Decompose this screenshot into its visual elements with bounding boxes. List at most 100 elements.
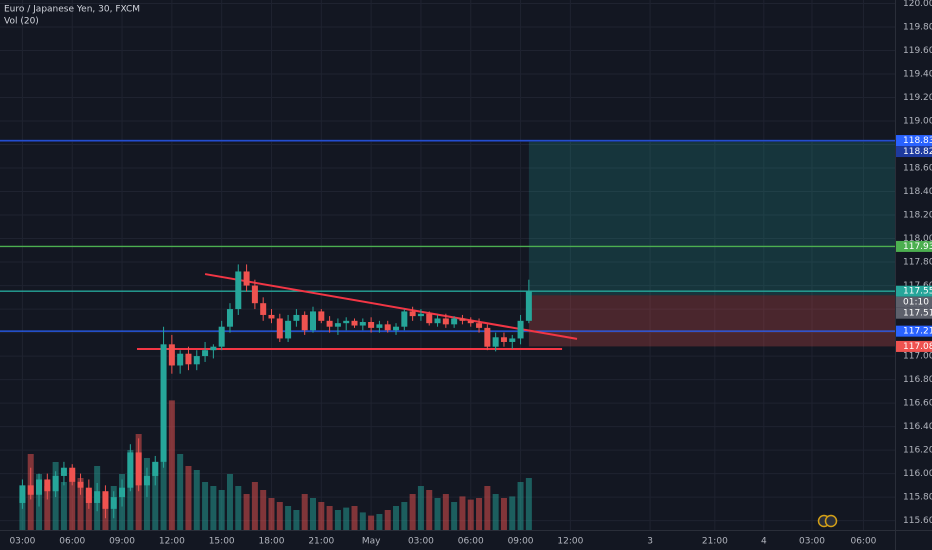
- volume-bar: [260, 490, 267, 530]
- candle-body: [260, 303, 267, 315]
- volume-bar: [517, 482, 524, 530]
- volume-bar: [484, 486, 491, 530]
- volume-bar: [409, 494, 416, 530]
- y-tick-label: 116.000: [903, 469, 932, 479]
- x-tick-label: 06:00: [59, 537, 85, 547]
- x-tick-label: 21:00: [308, 537, 334, 547]
- candle-body: [135, 452, 142, 486]
- price-tag-label: 117.212: [903, 327, 932, 337]
- candle-body: [27, 485, 34, 495]
- candle-body: [110, 497, 117, 509]
- volume-bar: [210, 486, 217, 530]
- volume-bar: [69, 470, 76, 530]
- y-tick-label: 116.200: [903, 446, 932, 456]
- volume-bar: [492, 494, 499, 530]
- candle-body: [143, 475, 150, 486]
- candle-body: [36, 479, 43, 495]
- volume-bar: [310, 498, 317, 530]
- candle-body: [525, 291, 532, 321]
- candle-body: [235, 271, 242, 310]
- candle-body: [85, 487, 92, 503]
- volume-legend: Vol (20): [4, 17, 39, 27]
- volume-bar: [235, 486, 242, 530]
- candle-body: [202, 350, 209, 357]
- price-tag-label: 118.834: [903, 136, 932, 146]
- price-tag: [896, 307, 932, 319]
- volume-bar: [152, 462, 159, 530]
- candle-layer: [19, 264, 532, 519]
- candle-body: [293, 314, 300, 321]
- volume-bar: [193, 470, 200, 530]
- price-tag: [896, 325, 932, 337]
- volume-bar: [19, 498, 26, 530]
- candle-body: [310, 311, 317, 331]
- volume-bar: [525, 478, 532, 530]
- volume-bar: [168, 400, 175, 530]
- candle-body: [119, 487, 126, 498]
- volume-bar: [359, 512, 366, 530]
- lines-layer: [0, 139, 895, 351]
- candle-body: [301, 314, 308, 331]
- candle-body: [152, 461, 159, 476]
- position-layer: [528, 140, 895, 347]
- volume-bar: [476, 498, 483, 530]
- volume-bar: [60, 482, 67, 530]
- y-tick-label: 118.400: [903, 187, 932, 197]
- candle-body: [52, 475, 59, 492]
- volume-bar: [301, 494, 308, 530]
- price-tag: [896, 240, 932, 252]
- volume-bar: [384, 510, 391, 530]
- volume-bar: [368, 515, 375, 530]
- volume-bar: [243, 494, 250, 530]
- candle-body: [442, 318, 449, 325]
- candle-body: [384, 324, 391, 331]
- volume-bar: [251, 482, 258, 530]
- candle-body: [185, 353, 192, 365]
- candle-body: [226, 309, 233, 327]
- candle-body: [193, 356, 200, 365]
- candle-body: [467, 320, 474, 324]
- price-tag-label: 118.829: [903, 147, 932, 157]
- y-tick-label: 119.000: [903, 117, 932, 127]
- y-tick-label: 118.000: [903, 234, 932, 244]
- candle-body: [409, 311, 416, 317]
- trend-line: [204, 273, 578, 340]
- volume-bar: [376, 514, 383, 530]
- candle-body: [484, 327, 491, 347]
- event-icon[interactable]: [824, 514, 838, 528]
- candle-body: [326, 320, 333, 327]
- candle-body: [417, 313, 424, 317]
- price-tag-label: 117.933: [903, 242, 932, 252]
- volume-bar: [202, 482, 209, 530]
- event-icons[interactable]: [817, 514, 838, 528]
- candle-body: [160, 344, 167, 462]
- candle-body: [434, 318, 441, 324]
- volume-bar: [77, 478, 84, 530]
- x-tick-label: 12:00: [159, 537, 185, 547]
- volume-bar: [226, 474, 233, 530]
- volume-bar: [434, 498, 441, 530]
- volume-bar: [426, 490, 433, 530]
- candle-body: [509, 338, 516, 342]
- x-tick-label: 03:00: [9, 537, 35, 547]
- volume-bar: [44, 486, 51, 530]
- countdown-label: 01:10: [903, 298, 929, 308]
- x-tick-label: 03:00: [799, 537, 825, 547]
- volume-bar: [442, 494, 449, 530]
- price-tag: [896, 340, 932, 352]
- x-tick-label: 3: [647, 537, 653, 547]
- candle-body: [218, 326, 225, 347]
- candle-body: [343, 320, 350, 324]
- volume-bar: [417, 486, 424, 530]
- candle-body: [268, 314, 275, 319]
- volume-bar: [285, 506, 292, 530]
- candle-body: [44, 479, 51, 492]
- chart-title: Euro / Japanese Yen, 30, FXCM: [4, 5, 140, 15]
- y-tick-label: 118.600: [903, 164, 932, 174]
- profit-zone: [528, 140, 895, 296]
- x-tick-label: May: [362, 537, 381, 547]
- candle-body: [127, 452, 134, 488]
- volume-bar: [268, 498, 275, 530]
- volume-bar: [393, 506, 400, 530]
